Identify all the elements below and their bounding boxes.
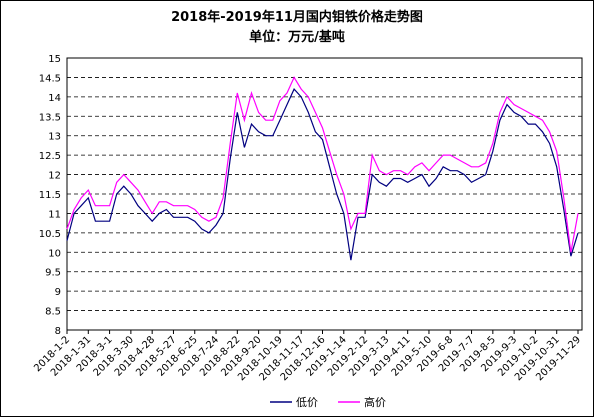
series-line (66, 88, 579, 261)
y-tick-label: 10.5 (39, 229, 61, 240)
y-tick-label: 13.5 (39, 112, 61, 123)
y-tick-label: 13 (48, 132, 61, 143)
legend-label: 低价 (296, 396, 318, 409)
plot-border (66, 57, 583, 331)
y-tick-label: 11.5 (39, 190, 61, 201)
y-tick-label: 14 (48, 93, 61, 104)
y-tick-label: 10 (48, 248, 61, 259)
y-tick-label: 12.5 (39, 151, 61, 162)
y-tick-label: 8 (55, 326, 61, 337)
chart-title: 2018年-2019年11月国内钼铁价格走势图 (171, 9, 423, 25)
legend-label: 高价 (364, 395, 386, 409)
y-tick-label: 11 (48, 209, 61, 220)
y-tick-label: 9 (55, 287, 61, 298)
y-tick-label: 14.5 (39, 73, 61, 84)
y-tick-label: 8.5 (45, 307, 61, 318)
y-tick-label: 9.5 (45, 268, 61, 279)
y-tick-label: 12 (48, 171, 61, 182)
chart-subtitle: 单位：万元/基吨 (249, 29, 345, 45)
y-tick-label: 15 (48, 54, 61, 65)
series-line (66, 76, 579, 253)
